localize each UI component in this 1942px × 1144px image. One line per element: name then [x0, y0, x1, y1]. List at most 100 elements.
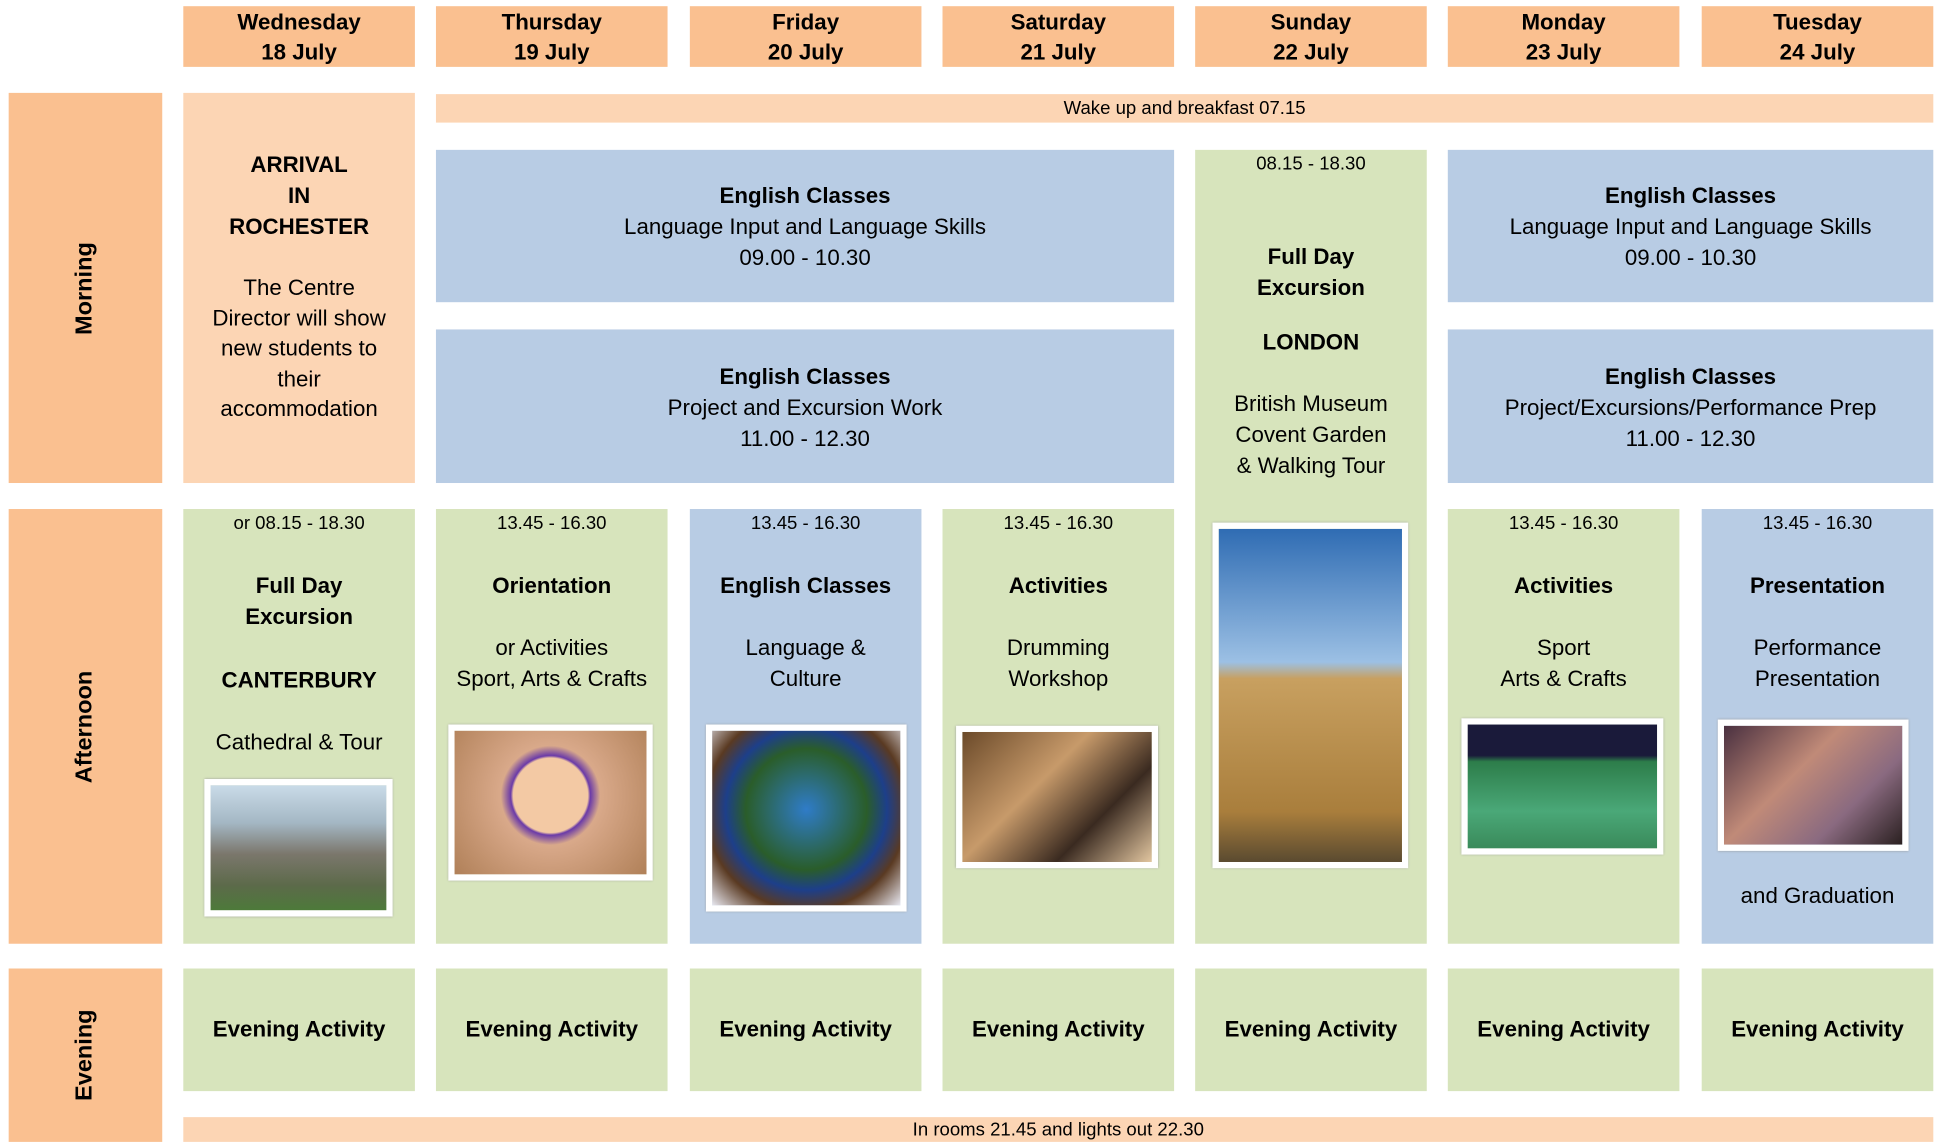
- photo: [1461, 718, 1664, 855]
- day-header: Thursday 19 July: [435, 6, 668, 67]
- detail: Workshop: [1008, 666, 1109, 692]
- arrival-title: ROCHESTER: [229, 214, 370, 240]
- title: Orientation: [492, 573, 612, 599]
- detail: & Walking Tour: [1236, 453, 1386, 479]
- time: 08.15 - 18.30: [1256, 153, 1366, 175]
- row-label-text: Morning: [71, 241, 98, 335]
- afternoon-cell: or 08.15 - 18.30 Full Day Excursion CANTERB…: [183, 509, 415, 944]
- place: LONDON: [1262, 329, 1360, 355]
- spacer: [1448, 536, 1680, 571]
- evening-cell: Evening Activity: [942, 968, 1175, 1092]
- class-title: English Classes: [1605, 183, 1777, 209]
- photo: [956, 725, 1158, 869]
- day-header: Wednesday 18 July: [183, 6, 415, 67]
- place: CANTERBURY: [221, 667, 377, 693]
- evening-cell: Evening Activity: [1195, 968, 1427, 1092]
- evening-activity: Evening Activity: [1224, 1016, 1398, 1042]
- time: 13.45 - 16.30: [1762, 512, 1873, 534]
- row-label-text: Afternoon: [71, 670, 98, 783]
- arrival-text: The Centre Director will show new studen…: [212, 274, 386, 422]
- spacer: [1702, 536, 1934, 571]
- day-date: 18 July: [261, 39, 337, 64]
- evening-activity: Evening Activity: [465, 1016, 639, 1042]
- detail: British Museum: [1234, 391, 1388, 417]
- day-name: Tuesday: [1773, 9, 1862, 35]
- spacer: [942, 536, 1174, 571]
- afternoon-cell: 13.45 - 16.30 Activities Sport Arts & Craft…: [1447, 509, 1680, 944]
- class-subtitle: Language Input and Language Skills: [624, 214, 987, 240]
- time: 13.45 - 16.30: [750, 512, 861, 534]
- class-title: English Classes: [1605, 363, 1777, 389]
- photo-big-ben: [1212, 522, 1409, 869]
- title: Presentation: [1749, 573, 1886, 599]
- spacer: [690, 536, 922, 571]
- class-time: 11.00 - 12.30: [1625, 425, 1756, 451]
- day-date: 23 July: [1525, 39, 1602, 64]
- photo: [204, 779, 393, 917]
- title: Excursion: [1257, 274, 1365, 300]
- day-name: Friday: [772, 9, 840, 35]
- day-name: Wednesday: [237, 9, 361, 35]
- detail: Arts & Crafts: [1500, 666, 1627, 692]
- evening-cell: Evening Activity: [689, 968, 922, 1092]
- afternoon-cell: 13.45 - 16.30 Activities Drumming Workshop: [942, 509, 1175, 944]
- evening-activity: Evening Activity: [212, 1016, 386, 1042]
- evening-activity: Evening Activity: [1477, 1016, 1650, 1042]
- class-title: English Classes: [719, 363, 891, 389]
- title: Excursion: [245, 604, 353, 630]
- spacer: [436, 536, 668, 571]
- day-date: 22 July: [1273, 39, 1349, 64]
- time: 13.45 - 16.30: [1508, 512, 1619, 534]
- detail: Sport: [1536, 635, 1591, 661]
- detail: Culture: [769, 666, 842, 692]
- time: 13.45 - 16.30: [1003, 512, 1114, 534]
- lights-out-banner: In rooms 21.45 and lights out 22.30: [183, 1117, 1934, 1142]
- wake-up-banner: Wake up and breakfast 07.15: [435, 94, 1934, 123]
- class-time: 09.00 - 10.30: [1624, 245, 1757, 270]
- row-label: Evening: [8, 968, 163, 1142]
- detail: Covent Garden: [1235, 422, 1387, 448]
- arrival-title: ARRIVAL: [250, 152, 348, 178]
- day-name: Thursday: [501, 9, 602, 35]
- evening-activity: Evening Activity: [1731, 1016, 1904, 1042]
- row-label-text: Evening: [71, 1009, 98, 1101]
- day-name: Monday: [1521, 9, 1606, 35]
- day-header: Friday 20 July: [689, 6, 922, 67]
- time: or 08.15 - 18.30: [233, 512, 365, 534]
- day-date: 24 July: [1779, 39, 1856, 64]
- evening-cell: Evening Activity: [183, 968, 415, 1092]
- evening-activity: Evening Activity: [971, 1016, 1145, 1042]
- photo: [705, 724, 907, 912]
- detail: Cathedral & Tour: [215, 729, 383, 755]
- detail: or Activities: [495, 635, 609, 661]
- detail: Drumming: [1006, 635, 1110, 661]
- english-class-block: English Classes Project and Excursion Wor…: [435, 329, 1175, 484]
- title: Activities: [1514, 573, 1614, 599]
- photo: [1717, 719, 1909, 851]
- day-date: 21 July: [1020, 39, 1097, 64]
- time: 13.45 - 16.30: [497, 512, 607, 534]
- day-header: Sunday 22 July: [1195, 6, 1427, 67]
- title: English Classes: [720, 573, 892, 599]
- day-date: 20 July: [767, 39, 844, 64]
- day-name: Sunday: [1270, 9, 1352, 35]
- day-header: Saturday 21 July: [942, 6, 1175, 67]
- detail: Performance: [1753, 635, 1882, 661]
- arrival-cell: ARRIVAL IN ROCHESTER The Centre Director…: [183, 92, 415, 484]
- evening-cell: Evening Activity: [1701, 968, 1934, 1092]
- afternoon-cell: 13.45 - 16.30 Presentation Performance Pres…: [1701, 509, 1934, 944]
- detail: Presentation: [1754, 666, 1881, 692]
- class-subtitle: Language Input and Language Skills: [1509, 214, 1872, 240]
- detail: Sport, Arts & Crafts: [456, 666, 648, 692]
- title: Activities: [1008, 573, 1108, 599]
- class-subtitle: Project and Excursion Work: [667, 394, 943, 420]
- day-name: Saturday: [1010, 9, 1106, 35]
- class-subtitle: Project/Excursions/Performance Prep: [1504, 394, 1877, 420]
- sunday-cell: 08.15 - 18.30 Full Day Excursion LONDON …: [1195, 149, 1427, 944]
- day-date: 19 July: [513, 39, 590, 64]
- footer: and Graduation: [1740, 883, 1895, 908]
- evening-cell: Evening Activity: [1447, 968, 1680, 1092]
- class-title: English Classes: [719, 183, 891, 209]
- english-class-block: English Classes Language Input and Langua…: [435, 149, 1175, 303]
